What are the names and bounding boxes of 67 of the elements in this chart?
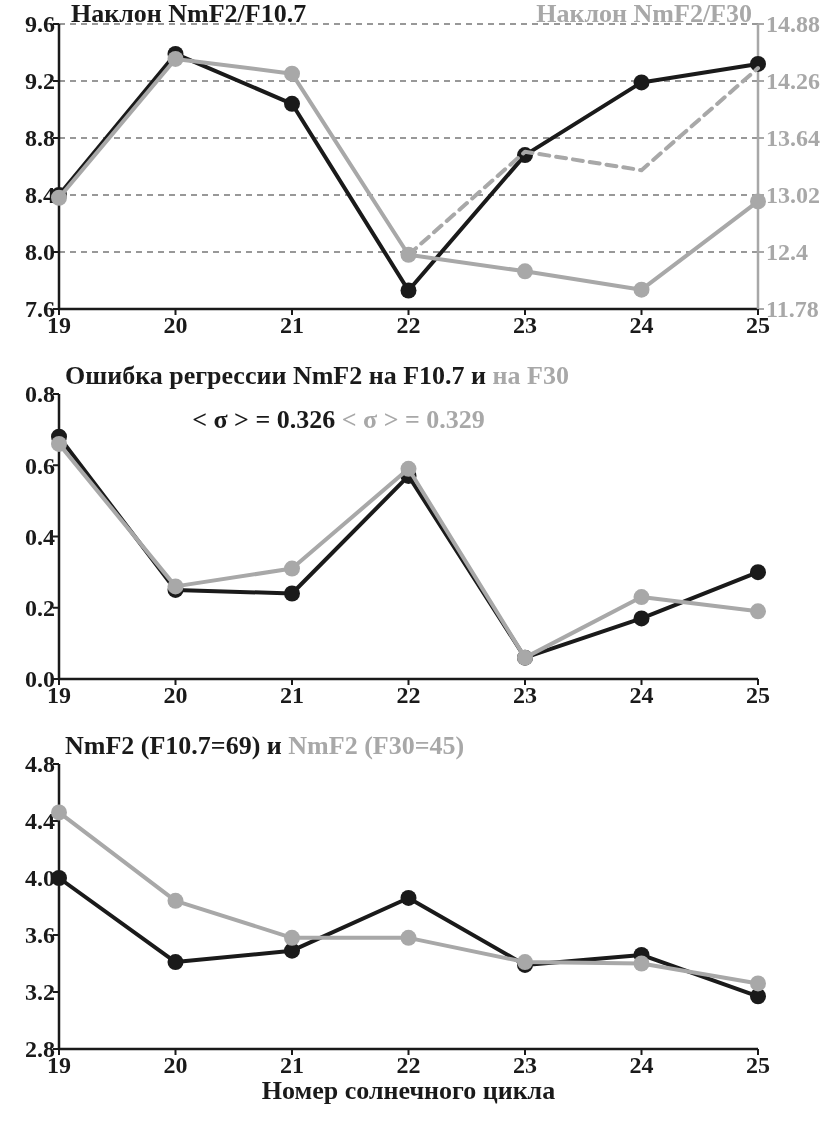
x-tick-label: 22: [396, 312, 421, 338]
x-tick-label: 20: [163, 1052, 188, 1078]
x-tick-label: 23: [513, 682, 537, 708]
point: [167, 954, 184, 971]
y2-tick-label: 14.88: [766, 11, 820, 38]
x-tick-label: 20: [163, 312, 188, 338]
x-tick-label: 25: [746, 1052, 770, 1078]
x-axis-title: Номер солнечного цикла: [261, 1076, 556, 1105]
point: [750, 564, 766, 581]
point: [517, 263, 533, 280]
annotation: < σ > = 0.329: [335, 405, 485, 434]
point: [400, 460, 417, 477]
x-tick-label: 23: [513, 312, 537, 338]
text: NmF2 (F10.7=69) и: [65, 731, 282, 760]
point: [633, 281, 650, 298]
x-tick-label: 21: [280, 682, 304, 708]
text: Наклон NmF2/F30: [536, 0, 752, 28]
point: [400, 929, 417, 946]
y-tick-label: 0.2: [25, 595, 55, 622]
point: [284, 560, 300, 577]
point: [284, 95, 300, 112]
point: [400, 282, 417, 299]
point: [284, 65, 300, 82]
y-tick-label: 9.6: [25, 11, 55, 38]
point: [750, 603, 766, 620]
point: [750, 975, 766, 992]
x-tick-label: 20: [163, 682, 188, 708]
point: [167, 50, 184, 67]
x-tick-label: 21: [280, 312, 304, 338]
point: [284, 585, 300, 602]
y-tick-label: 3.2: [25, 979, 55, 1006]
point: [750, 193, 766, 210]
point: [633, 589, 650, 606]
y-tick-label: 0.6: [25, 452, 55, 479]
x-tick-label: 21: [280, 1052, 304, 1078]
y2-tick-label: 12.4: [766, 239, 808, 266]
x-tick-label: 24: [629, 312, 654, 338]
point: [633, 610, 650, 627]
y-tick-label: 0.4: [25, 523, 55, 550]
point: [284, 929, 300, 946]
series-label: Наклон NmF2/F10.7: [71, 0, 307, 28]
y2-tick-label: 13.64: [766, 125, 820, 152]
y2-tick-label: 14.26: [766, 68, 820, 95]
x-tick-label: 22: [396, 1052, 421, 1078]
point: [51, 435, 67, 452]
x-tick-label: 25: [746, 682, 770, 708]
y-tick-label: 3.6: [25, 922, 55, 949]
x-tick-label: 22: [396, 682, 421, 708]
y2-tick-label: 13.02: [766, 182, 820, 209]
x-tick-label: 24: [629, 682, 654, 708]
point: [167, 892, 184, 909]
y-tick-label: 4.4: [25, 808, 55, 835]
y-tick-label: 8.0: [25, 239, 55, 266]
text: на F30: [486, 361, 569, 390]
y-tick-label: 0.8: [25, 381, 55, 408]
point: [400, 889, 417, 906]
y-tick-label: 8.8: [25, 125, 55, 152]
annotation: < σ > = 0.326: [192, 405, 336, 434]
x-tick-label: 25: [746, 312, 770, 338]
x-tick-label: 24: [629, 1052, 654, 1078]
point: [633, 955, 650, 972]
y-tick-label: 4.8: [25, 751, 55, 778]
text: NmF2 (F30=45): [281, 731, 465, 760]
point: [633, 74, 650, 91]
series-label: Ошибка регрессии NmF2 на F10.7 и: [65, 361, 487, 390]
y-tick-label: 9.2: [25, 68, 55, 95]
x-tick-label: 23: [513, 1052, 537, 1078]
